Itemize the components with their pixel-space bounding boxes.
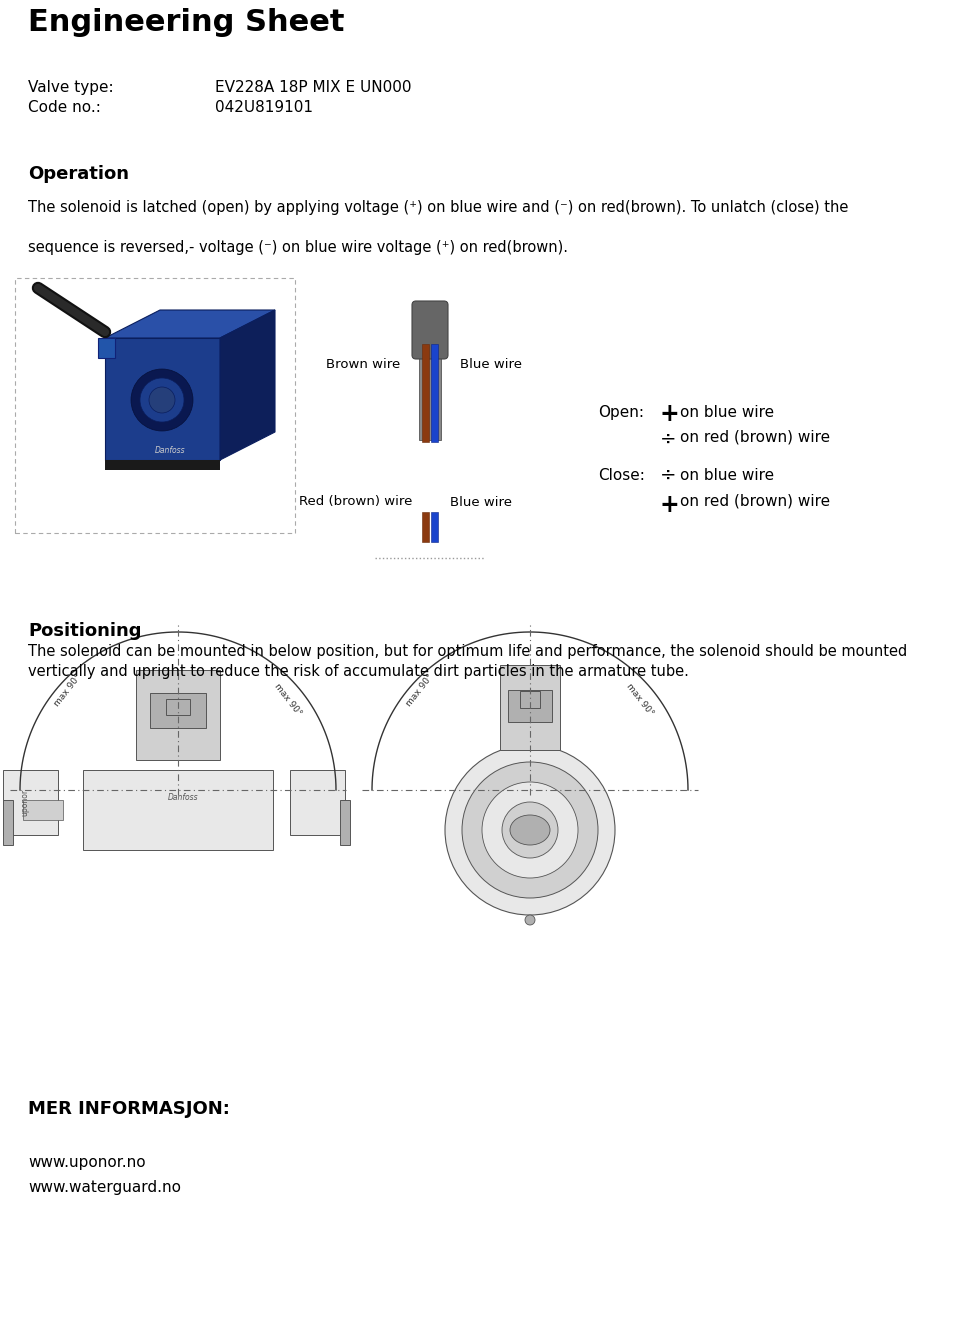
Text: uponor: uponor (20, 788, 30, 816)
Circle shape (502, 803, 558, 858)
Bar (508, 690, 552, 722)
Text: max 90°: max 90° (625, 682, 656, 718)
Bar (105, 459, 220, 470)
Bar (290, 770, 345, 836)
Text: www.waterguard.no: www.waterguard.no (28, 1180, 181, 1195)
Text: Red (brown) wire: Red (brown) wire (299, 495, 412, 508)
Text: Danfoss: Danfoss (168, 793, 199, 803)
Text: ÷: ÷ (660, 430, 677, 449)
Bar (520, 690, 540, 708)
Text: The solenoid can be mounted in below position, but for optimum life and performa: The solenoid can be mounted in below pos… (28, 644, 907, 659)
Text: Open:: Open: (598, 405, 644, 420)
Bar (83, 770, 273, 850)
Text: ÷: ÷ (660, 466, 677, 484)
Text: on red (brown) wire: on red (brown) wire (680, 492, 830, 508)
Text: MER INFORMASJON:: MER INFORMASJON: (28, 1100, 229, 1118)
Polygon shape (220, 310, 275, 459)
Bar (150, 693, 206, 729)
Text: 042U819101: 042U819101 (215, 100, 313, 115)
Text: EV228A 18P MIX E UN000: EV228A 18P MIX E UN000 (215, 81, 412, 95)
Text: Code no.:: Code no.: (28, 100, 101, 115)
Circle shape (482, 781, 578, 878)
FancyBboxPatch shape (412, 301, 448, 359)
Text: on blue wire: on blue wire (680, 469, 774, 483)
Circle shape (131, 370, 193, 432)
Bar (3, 770, 58, 836)
Polygon shape (105, 338, 220, 459)
Bar (15, 279, 295, 533)
Circle shape (525, 915, 535, 925)
Bar (422, 345, 429, 442)
Text: The solenoid is latched (open) by applying voltage (⁺) on blue wire and (⁻) on r: The solenoid is latched (open) by applyi… (28, 201, 849, 215)
Bar (23, 800, 63, 820)
Text: Positioning: Positioning (28, 622, 141, 640)
Bar (422, 512, 429, 543)
Text: on blue wire: on blue wire (680, 405, 774, 420)
Bar (419, 341, 441, 440)
Bar (500, 665, 560, 750)
Text: max 90°: max 90° (273, 682, 303, 718)
Text: sequence is reversed,- voltage (⁻) on blue wire voltage (⁺) on red(brown).: sequence is reversed,- voltage (⁻) on bl… (28, 240, 568, 255)
Bar (431, 512, 438, 543)
Text: Brown wire: Brown wire (325, 359, 400, 371)
Text: Valve type:: Valve type: (28, 81, 113, 95)
Text: Operation: Operation (28, 165, 129, 183)
Text: www.uponor.no: www.uponor.no (28, 1155, 146, 1170)
Circle shape (462, 762, 598, 898)
Polygon shape (98, 338, 115, 358)
Text: +: + (660, 492, 680, 517)
Text: Blue wire: Blue wire (450, 495, 512, 508)
Bar (136, 671, 220, 760)
Ellipse shape (510, 814, 550, 845)
Polygon shape (105, 310, 275, 338)
Circle shape (140, 378, 184, 422)
Text: Blue wire: Blue wire (460, 359, 522, 371)
Circle shape (445, 744, 615, 915)
Text: vertically and upright to reduce the risk of accumulate dirt particles in the ar: vertically and upright to reduce the ris… (28, 664, 689, 678)
Bar (431, 345, 438, 442)
Text: max 90°: max 90° (53, 672, 84, 708)
Text: on red (brown) wire: on red (brown) wire (680, 430, 830, 445)
Circle shape (149, 387, 175, 413)
Text: Engineering Sheet: Engineering Sheet (28, 8, 345, 37)
Text: Danfoss: Danfoss (155, 446, 185, 455)
Text: max 90°: max 90° (404, 672, 436, 708)
Text: Close:: Close: (598, 469, 645, 483)
Bar (3, 800, 13, 845)
Bar (340, 800, 350, 845)
Bar (166, 700, 190, 715)
Text: +: + (660, 403, 680, 426)
